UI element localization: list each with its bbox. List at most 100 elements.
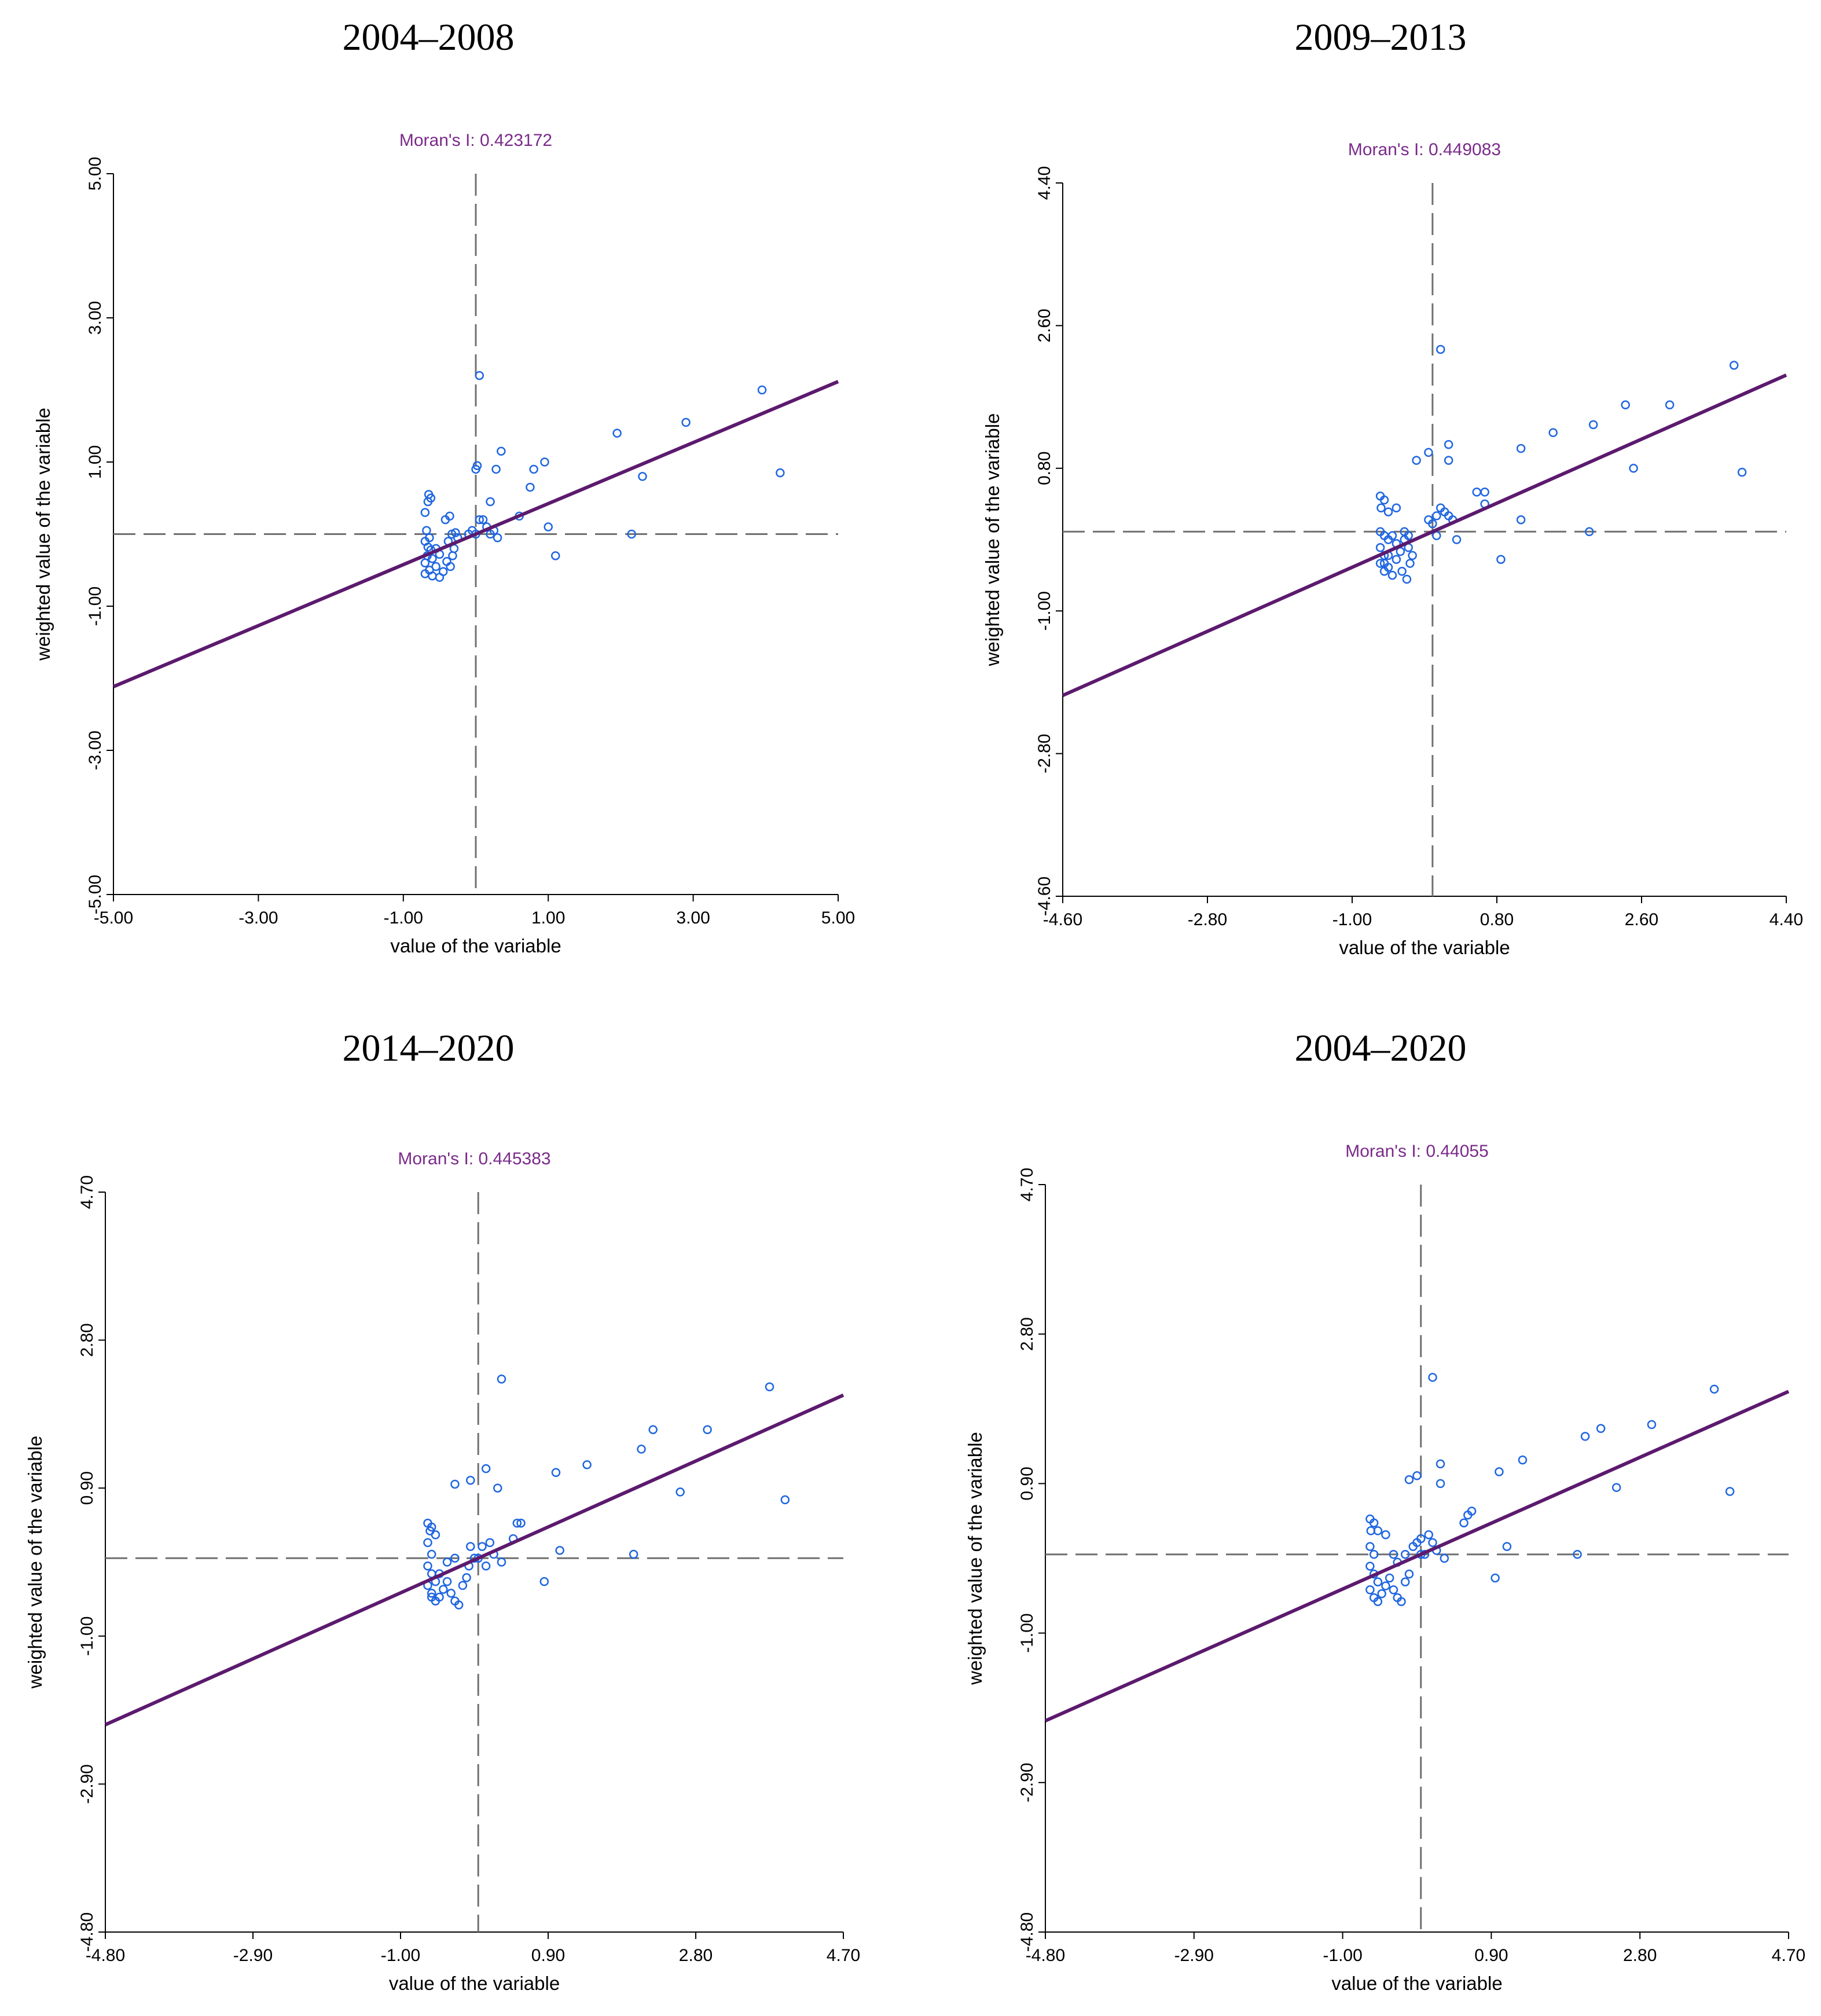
data-point — [1495, 1467, 1504, 1476]
data-point — [1373, 1577, 1383, 1587]
x-tick-label: 2.80 — [679, 1946, 713, 1965]
data-point — [1444, 439, 1453, 449]
x-tick-label: -4.60 — [1043, 910, 1082, 929]
data-point — [438, 567, 448, 576]
y-tick-label: -5.00 — [86, 875, 105, 914]
x-tick-label: -2.80 — [1188, 910, 1227, 929]
y-tick-label: 4.70 — [78, 1175, 97, 1209]
data-point — [529, 464, 538, 474]
data-point — [1516, 443, 1526, 453]
data-point — [540, 457, 549, 467]
chart-title: 2004–2020 — [1295, 1027, 1467, 1069]
data-point — [1596, 1424, 1606, 1434]
data-point — [539, 1577, 549, 1586]
data-point — [1480, 487, 1489, 497]
y-tick-label: -1.00 — [86, 587, 105, 626]
data-point — [1472, 487, 1482, 497]
data-point — [1424, 1530, 1434, 1540]
x-tick-label: -1.00 — [384, 908, 423, 928]
data-point — [431, 1530, 440, 1540]
x-tick-label: -4.80 — [1026, 1946, 1065, 1965]
data-point — [1365, 1542, 1375, 1551]
x-tick-label: -5.00 — [94, 908, 133, 928]
y-tick-label: -2.90 — [1018, 1763, 1037, 1802]
data-point — [1584, 527, 1594, 537]
data-point — [466, 1542, 475, 1551]
data-point — [1379, 559, 1389, 568]
data-point — [427, 1592, 436, 1602]
y-tick-label: -4.80 — [1018, 1912, 1037, 1952]
y-tick-label: -2.80 — [1035, 734, 1054, 773]
data-point — [1375, 559, 1385, 568]
y-tick-label: 3.00 — [86, 301, 105, 335]
data-point — [442, 1577, 452, 1586]
data-point — [422, 526, 431, 536]
data-point — [451, 528, 460, 537]
data-point — [428, 554, 437, 563]
data-point — [1737, 467, 1747, 477]
data-point — [1400, 527, 1409, 537]
data-point — [493, 533, 502, 543]
data-point — [1502, 1542, 1512, 1551]
data-point — [466, 1475, 475, 1485]
data-point — [512, 1518, 522, 1528]
data-point — [493, 1483, 502, 1493]
x-tick-label: 0.90 — [531, 1946, 565, 1965]
data-point — [439, 1585, 448, 1594]
data-point — [1452, 535, 1462, 544]
x-tick-label: -1.00 — [381, 1946, 420, 1965]
y-tick-label: -1.00 — [1035, 591, 1054, 631]
data-point — [1389, 1549, 1398, 1559]
data-point — [420, 508, 430, 517]
data-point — [423, 1538, 432, 1548]
chart-panel-2: 2009–2013 Moran's I: 0.449083 -4.60 -2.80 -1… — [982, 16, 1803, 958]
data-point — [1373, 1597, 1383, 1606]
data-point — [1392, 555, 1401, 564]
y-tick-label: -4.60 — [1035, 877, 1054, 916]
x-axis-label: value of the variable — [1331, 1973, 1502, 1994]
chart-panel-3: 2014–2020 Moran's I: 0.445383 -4.80 -2.90 -1… — [24, 1027, 860, 1994]
data-point — [1404, 1475, 1414, 1484]
x-tick-label: 3.00 — [676, 908, 710, 928]
data-point — [454, 1600, 464, 1610]
y-tick-label: -4.80 — [78, 1912, 97, 1952]
x-tick-label: -3.00 — [238, 908, 278, 928]
data-point — [1440, 1553, 1449, 1563]
data-point — [1548, 428, 1558, 437]
y-tick-label: 1.00 — [86, 445, 105, 479]
data-point — [551, 1468, 561, 1478]
data-point — [1709, 1384, 1719, 1394]
data-point — [1611, 1483, 1621, 1492]
data-point — [757, 385, 767, 395]
data-point — [485, 1538, 495, 1548]
data-point — [497, 446, 506, 456]
data-point — [445, 511, 454, 521]
morans-i-label: Moran's I: 0.445383 — [398, 1149, 550, 1168]
morans-i-label: Moran's I: 0.449083 — [1348, 140, 1501, 159]
data-point — [780, 1495, 790, 1505]
data-point — [1365, 1585, 1375, 1595]
data-point — [681, 417, 691, 427]
data-point — [1496, 555, 1506, 564]
y-tick-label: 0.80 — [1035, 452, 1054, 485]
data-point — [629, 1549, 638, 1559]
data-point — [1400, 1577, 1410, 1587]
data-point — [1588, 420, 1598, 430]
data-point — [472, 461, 482, 470]
regression-line — [1044, 1390, 1790, 1722]
y-tick-label: -2.90 — [78, 1764, 97, 1804]
data-point — [1385, 1573, 1394, 1583]
data-point — [1379, 495, 1389, 505]
y-tick-label: 5.00 — [86, 157, 105, 190]
data-point — [450, 1479, 460, 1489]
y-tick-label: 2.80 — [78, 1323, 97, 1357]
data-point — [478, 1542, 487, 1551]
data-point — [1435, 1459, 1445, 1469]
data-point — [497, 1374, 506, 1384]
y-tick-label: -3.00 — [86, 731, 105, 770]
data-point — [1459, 1518, 1468, 1528]
x-tick-label: -1.00 — [1332, 910, 1372, 929]
data-point — [1518, 1455, 1528, 1465]
data-point — [1387, 531, 1397, 540]
